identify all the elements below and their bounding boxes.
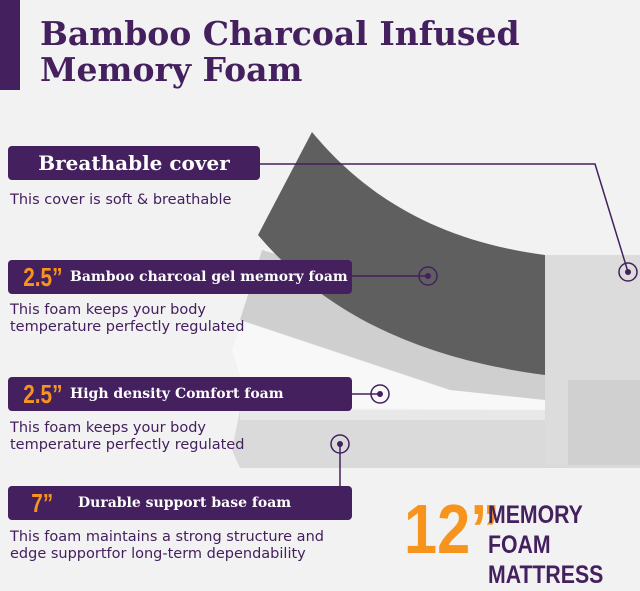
layer-description: This foam keeps your body temperature pe… [10,420,244,454]
mattress-size: 12” [404,490,500,568]
layer-label-text: Durable support base foam [78,495,292,511]
accent-bar [0,0,20,90]
mattress-type-line-2: MATTRESS [488,561,604,589]
desc-line: temperature perfectly regulated [10,319,245,335]
layer-description: This cover is soft & breathable [10,192,231,209]
thickness: 7” [31,487,54,518]
layer-label-base-foam: 7” Durable support base foam [8,486,352,520]
layer-description: This foam maintains a strong structure a… [10,529,324,563]
desc-line: temperature perfectly regulated [10,437,245,453]
layer-label-gel-foam: 2.5” Bamboo charcoal gel memory foam [8,260,352,294]
desc-line: This foam keeps your body [10,302,206,318]
base-foam-layer [232,410,640,468]
desc-line: This foam maintains a strong structure a… [10,529,324,545]
desc-line: edge supportfor long-term dependability [10,546,306,562]
desc-line: This cover is soft & breathable [10,192,232,208]
layer-description: This foam keeps your body temperature pe… [10,302,244,336]
thickness: 2.5” [23,261,63,292]
callout-lines [260,163,629,487]
mattress-type: MEMORY FOAM MATTRESS [488,500,617,590]
cover-layer [258,132,545,375]
layer-label-comfort-foam: 2.5” High density Comfort foam [8,377,352,411]
title-line-1: Bamboo Charcoal Infused [40,14,520,53]
desc-line: This foam keeps your body [10,420,206,436]
page-title: Bamboo Charcoal Infused Memory Foam [40,16,520,88]
layer-label-text: Breathable cover [38,151,230,175]
callout-dot-icons [330,262,638,454]
layer-label-text: Bamboo charcoal gel memory foam [70,269,348,285]
layer-label-cover: Breathable cover [8,146,260,180]
layer-label-text: High density Comfort foam [70,386,284,402]
mattress-type-line-1: MEMORY FOAM [488,501,583,559]
thickness: 2.5” [23,378,63,409]
title-line-2: Memory Foam [40,50,303,89]
